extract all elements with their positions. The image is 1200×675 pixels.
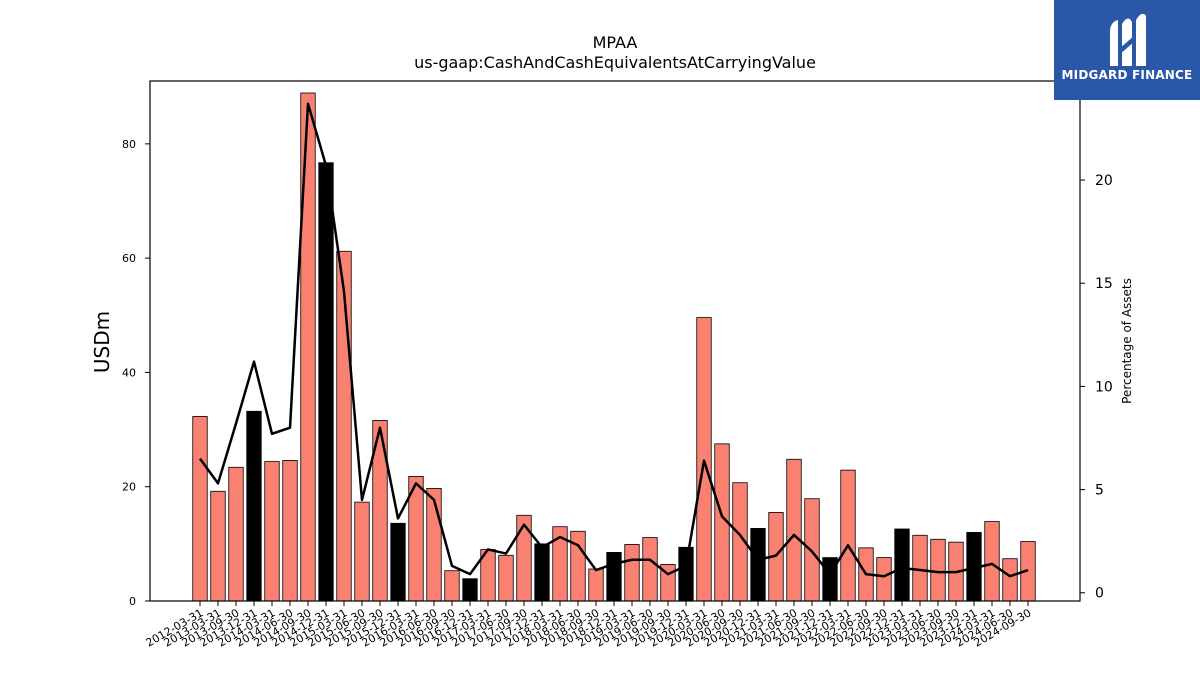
bar bbox=[498, 554, 514, 602]
bar bbox=[282, 460, 298, 602]
bar bbox=[984, 521, 1000, 602]
bar bbox=[300, 92, 316, 602]
bar bbox=[390, 522, 406, 602]
bar bbox=[354, 501, 370, 602]
line-layer bbox=[198, 102, 1029, 578]
bar bbox=[678, 546, 694, 602]
bar bbox=[426, 488, 442, 602]
y2-tick-label: 20 bbox=[1095, 173, 1113, 189]
y-axis-label: USDm bbox=[90, 311, 114, 373]
chart-title: MPAA bbox=[593, 33, 638, 52]
bar bbox=[516, 514, 532, 602]
bar bbox=[210, 490, 226, 602]
chart-subtitle: us-gaap:CashAndCashEquivalentsAtCarrying… bbox=[414, 53, 816, 72]
brand-logo: MIDGARD FINANCE bbox=[1054, 0, 1200, 100]
y2-tick-label: 5 bbox=[1095, 483, 1104, 499]
x-axis: 2012-03-312013-03-312013-09-302013-12-31… bbox=[144, 601, 1034, 650]
y-tick-label: 40 bbox=[122, 366, 136, 379]
bar bbox=[786, 458, 802, 602]
bar bbox=[192, 416, 208, 602]
y-tick-label: 0 bbox=[129, 595, 136, 608]
bar bbox=[1002, 558, 1018, 602]
bar bbox=[534, 543, 550, 602]
bar bbox=[876, 557, 892, 602]
series-line bbox=[198, 102, 1029, 578]
logo-text: MIDGARD FINANCE bbox=[1061, 68, 1193, 82]
bar bbox=[246, 410, 262, 602]
y-tick-label: 80 bbox=[122, 138, 136, 151]
y-tick-label: 20 bbox=[122, 481, 136, 494]
bar bbox=[696, 317, 712, 602]
bar bbox=[624, 544, 640, 602]
bar bbox=[444, 570, 460, 602]
bar bbox=[606, 552, 622, 602]
bar bbox=[750, 528, 766, 602]
plot-frame bbox=[149, 80, 1081, 602]
bar bbox=[318, 162, 334, 602]
y2-axis-label: Percentage of Assets bbox=[1120, 278, 1134, 404]
bar bbox=[462, 578, 478, 602]
bar bbox=[930, 538, 946, 602]
right-axis: 0 5 10 15 20 bbox=[1080, 173, 1113, 602]
y2-tick-label: 15 bbox=[1095, 276, 1113, 292]
left-axis: 0 20 40 60 80 bbox=[122, 138, 150, 608]
bar-layer bbox=[192, 92, 1036, 602]
y2-tick-label: 0 bbox=[1095, 586, 1104, 602]
bar bbox=[264, 461, 280, 602]
bar bbox=[894, 528, 910, 602]
bar bbox=[642, 537, 658, 602]
logo-mark-icon bbox=[1110, 13, 1146, 67]
y-tick-label: 60 bbox=[122, 252, 136, 265]
bar bbox=[588, 568, 604, 602]
bar bbox=[840, 469, 856, 602]
y2-tick-label: 10 bbox=[1095, 379, 1113, 395]
bar bbox=[228, 466, 244, 602]
bar bbox=[912, 534, 928, 602]
